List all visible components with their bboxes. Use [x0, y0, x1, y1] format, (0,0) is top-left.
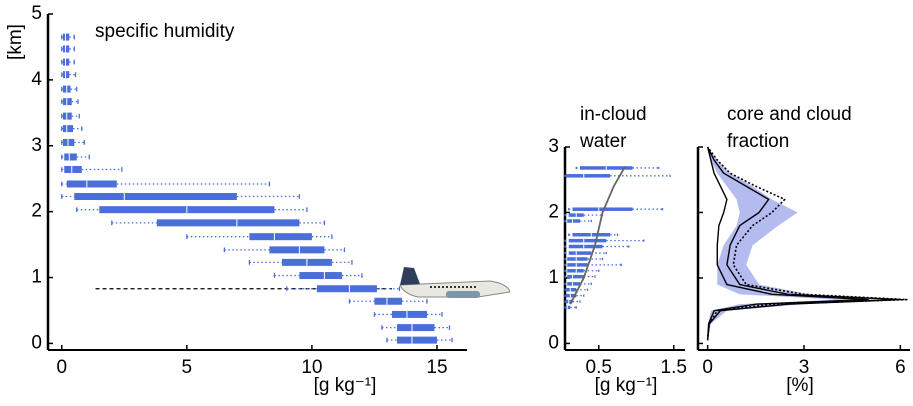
- x-tick-label: 3: [799, 357, 810, 378]
- profile-line: [706, 146, 908, 341]
- y-tick-label: 2: [31, 201, 42, 222]
- y-tick-label: 2: [548, 201, 559, 222]
- box: [269, 246, 325, 254]
- box: [66, 180, 117, 188]
- profile-line: [706, 146, 869, 341]
- x-tick-label: 0.5: [586, 357, 612, 378]
- x-tick-label: 6: [895, 357, 906, 378]
- y-tick-label: 3: [548, 136, 559, 157]
- box: [396, 336, 437, 344]
- box: [63, 45, 70, 53]
- aircraft-icon: [399, 267, 511, 298]
- box: [567, 257, 588, 261]
- x-tick-label: 1.5: [661, 357, 687, 378]
- box: [567, 219, 580, 223]
- x-tick-label: 5: [182, 357, 193, 378]
- box: [568, 238, 607, 243]
- box: [568, 244, 603, 249]
- x-tick-label: 0: [56, 357, 67, 378]
- box: [249, 233, 312, 241]
- box: [391, 310, 427, 318]
- box: [63, 33, 70, 41]
- y-tick-label: 1: [31, 267, 42, 288]
- box: [565, 305, 571, 310]
- x-tick-label: 10: [301, 357, 322, 378]
- box: [63, 58, 70, 66]
- y-tick-label: 3: [31, 135, 42, 156]
- box: [566, 293, 577, 298]
- y-tick-label: 1: [548, 267, 559, 288]
- box: [567, 269, 584, 273]
- y-tick-label: 0: [548, 332, 559, 353]
- y-tick-label: 5: [31, 3, 42, 24]
- x-tick-label: 15: [426, 357, 447, 378]
- panel-title: core and cloud: [727, 104, 852, 125]
- box: [567, 263, 588, 267]
- box: [63, 112, 72, 120]
- box: [572, 207, 633, 211]
- box: [63, 71, 70, 79]
- box: [567, 274, 584, 279]
- box: [74, 192, 237, 200]
- x-tick-label: 0: [702, 357, 713, 378]
- y-tick-label: 0: [31, 332, 42, 353]
- box: [63, 98, 72, 106]
- box: [396, 324, 435, 332]
- box: [64, 153, 77, 161]
- box: [316, 285, 377, 293]
- panel-title: specific humidity: [95, 21, 235, 42]
- x-axis-label: [g kg⁻¹]: [314, 375, 377, 396]
- x-axis-label: [%]: [786, 375, 813, 396]
- box: [63, 125, 74, 133]
- profile-line: [706, 146, 902, 341]
- panel-title: in-cloud: [580, 104, 647, 125]
- y-axis-label: [km]: [5, 24, 26, 60]
- x-axis-label: [g kg⁻¹]: [595, 375, 658, 396]
- box: [299, 272, 342, 280]
- box: [374, 297, 402, 305]
- box: [567, 282, 580, 286]
- y-tick-label: 4: [31, 69, 42, 90]
- box: [64, 165, 82, 173]
- box: [63, 138, 75, 146]
- box: [566, 288, 577, 292]
- box: [566, 174, 610, 178]
- box: [568, 251, 592, 255]
- mean-profile: [569, 166, 626, 305]
- panel-title: water: [579, 131, 627, 152]
- panel-title: fraction: [727, 131, 789, 152]
- box: [156, 219, 300, 227]
